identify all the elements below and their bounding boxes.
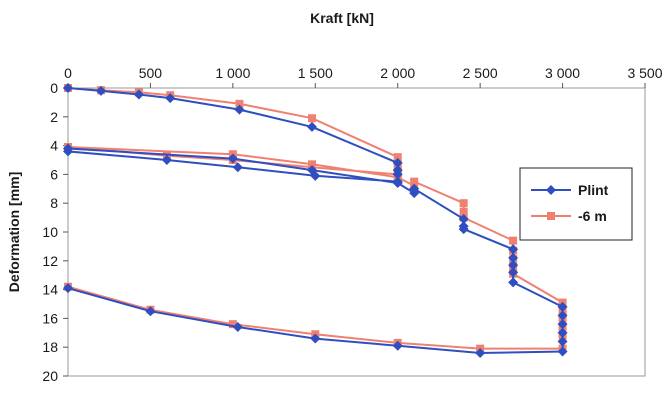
data-point xyxy=(557,319,568,330)
data-point xyxy=(546,185,556,195)
legend-box xyxy=(519,167,633,241)
series-6-m xyxy=(64,84,567,353)
y-tick-label: 12 xyxy=(42,253,58,269)
x-tick-label: 2 500 xyxy=(463,65,498,81)
data-point xyxy=(63,83,73,93)
x-tick-label: 500 xyxy=(139,65,163,81)
data-point xyxy=(392,178,403,189)
data-point xyxy=(234,104,245,115)
data-point xyxy=(508,267,519,278)
x-tick-label: 2 000 xyxy=(380,65,415,81)
data-point xyxy=(547,212,555,220)
data-point xyxy=(409,183,420,194)
y-tick-label: 18 xyxy=(42,339,58,355)
data-point xyxy=(161,155,172,165)
data-point xyxy=(232,322,243,333)
x-tick-label: 0 xyxy=(64,65,72,81)
y-tick-label: 6 xyxy=(50,166,58,182)
data-point xyxy=(508,277,519,288)
data-point xyxy=(235,99,244,108)
data-point xyxy=(307,160,316,169)
data-point xyxy=(392,157,403,168)
data-point xyxy=(307,114,316,123)
y-tick-label: 16 xyxy=(42,310,58,326)
data-point xyxy=(459,199,468,208)
data-point xyxy=(145,306,156,317)
y-tick-label: 4 xyxy=(50,138,58,154)
x-axis-title: Kraft [kN] xyxy=(310,10,374,26)
legend-label: -6 m xyxy=(578,208,607,224)
data-point xyxy=(557,346,568,357)
data-point xyxy=(475,347,486,358)
y-tick-label: 0 xyxy=(50,80,58,96)
data-point xyxy=(557,327,568,338)
data-point xyxy=(165,93,176,104)
y-tick-label: 8 xyxy=(50,195,58,211)
y-tick-label: 20 xyxy=(42,368,58,384)
data-point xyxy=(458,224,469,235)
y-tick-label: 2 xyxy=(50,109,58,125)
axes: 0 500 1 000 1 500 2 000 2 500 3 000 3 500 0 2 4 6 8 1… xyxy=(42,65,662,384)
legend-label: Plint xyxy=(578,182,609,198)
data-point xyxy=(458,214,469,225)
data-point xyxy=(557,310,568,321)
data-point xyxy=(557,336,568,347)
data-point xyxy=(95,85,106,96)
y-tick-label: 10 xyxy=(42,224,58,240)
y-tick-label: 14 xyxy=(42,282,58,298)
data-point xyxy=(459,207,468,216)
x-tick-label: 1 500 xyxy=(298,65,333,81)
data-point xyxy=(410,177,419,186)
x-tick-label: 3 000 xyxy=(545,65,580,81)
data-point xyxy=(393,153,402,162)
data-point xyxy=(508,252,519,263)
data-point xyxy=(63,143,73,154)
data-point xyxy=(133,89,144,100)
x-tick-label: 3 500 xyxy=(627,65,662,81)
data-point xyxy=(508,260,519,271)
data-point xyxy=(557,301,568,312)
data-point xyxy=(508,244,519,255)
data-point xyxy=(509,236,518,245)
legend: Plint -6 m xyxy=(519,167,633,241)
data-point xyxy=(392,169,403,180)
data-point xyxy=(310,333,321,344)
data-point xyxy=(63,283,73,294)
y-axis-title: Deformation [mm] xyxy=(6,172,22,293)
data-point xyxy=(232,162,243,173)
data-point xyxy=(306,121,317,132)
data-point xyxy=(306,165,317,176)
data-point xyxy=(228,320,237,329)
series-plint xyxy=(63,83,568,358)
series-layer xyxy=(63,83,568,358)
x-tick-label: 1 000 xyxy=(215,65,250,81)
data-point xyxy=(227,153,238,164)
data-point xyxy=(392,340,403,351)
